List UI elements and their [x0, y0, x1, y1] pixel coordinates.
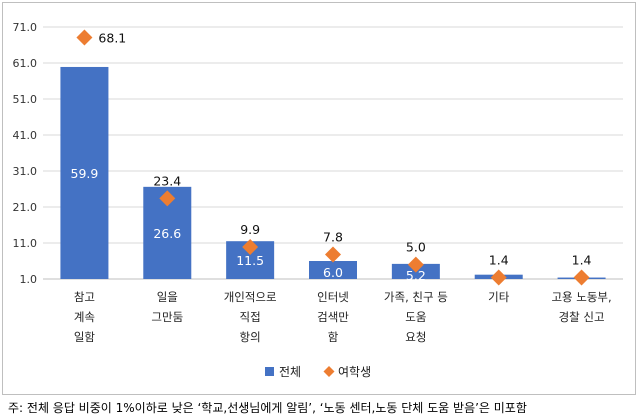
category-label: 그만둠: [151, 310, 183, 324]
y-tick-label: 51.0: [13, 93, 38, 106]
category-label: 가족, 친구 등: [384, 290, 448, 304]
bar-value-label: 6.0: [323, 265, 343, 280]
y-tick-label: 31.0: [13, 165, 38, 178]
marker-point: [490, 269, 507, 286]
footnote: 주: 전체 응답 비중이 1%이하로 낮은 ‘학교,선생님에게 알림’, ‘노동…: [8, 401, 527, 415]
category-label: 개인적으로: [224, 290, 277, 304]
bar-value-label: 26.6: [153, 226, 181, 241]
marker-value-label: 1.4: [489, 253, 509, 268]
marker-point: [242, 238, 259, 255]
category-label: 참고: [74, 290, 95, 304]
marker-value-label: 7.8: [323, 230, 343, 245]
category-label: 일을: [157, 290, 178, 304]
bar: [309, 261, 357, 279]
category-label: 항의: [240, 330, 261, 344]
marker-value-label: 5.0: [406, 240, 426, 255]
marker-value-label: 23.4: [153, 173, 181, 188]
category-label: 계속: [74, 310, 95, 324]
y-tick-label: 11.0: [13, 237, 38, 250]
marker-point: [407, 256, 424, 273]
marker-point: [159, 190, 176, 207]
marker-point: [325, 246, 341, 263]
category-label: 경찰 신고: [559, 310, 605, 324]
marker-point: [76, 29, 93, 46]
chart: 71.0 61.0 51.0 41.0 31.0 21.0 11.0 1.0 59.9 68.1 참…: [13, 21, 623, 379]
legend-label: 여학생: [338, 365, 371, 379]
bar-value-label: 5.2: [406, 268, 426, 283]
legend-label: 전체: [279, 365, 301, 379]
y-tick-label: 61.0: [13, 57, 38, 70]
category-label: 기타: [488, 290, 510, 304]
y-tick-label: 21.0: [13, 201, 38, 214]
bar: [60, 66, 109, 280]
category-label: 요청: [405, 330, 426, 344]
legend-swatch-bar: [265, 367, 274, 376]
bar-value-label: 11.5: [236, 253, 264, 268]
marker-point: [573, 269, 590, 286]
category-label: 도움: [405, 310, 426, 324]
y-tick-label: 41.0: [13, 129, 38, 142]
category-label: 일함: [74, 330, 96, 344]
category-label: 검색만: [317, 310, 349, 324]
category-label: 고용 노동부,: [551, 290, 611, 304]
chart-frame: 71.0 61.0 51.0 41.0 31.0 21.0 11.0 1.0 59.9 68.1 참…: [2, 2, 636, 395]
legend-swatch-marker: [323, 366, 335, 377]
category-label: 인터넷: [317, 290, 349, 304]
marker-value-label: 9.9: [240, 222, 260, 237]
category-label: 함: [328, 330, 339, 344]
marker-value-label: 68.1: [98, 30, 126, 45]
y-tick-label: 1.0: [20, 273, 38, 286]
y-tick-label: 71.0: [13, 21, 38, 34]
category-label: 직접: [240, 310, 261, 324]
bar-value-label: 59.9: [71, 166, 99, 181]
marker-value-label: 1.4: [572, 253, 592, 268]
